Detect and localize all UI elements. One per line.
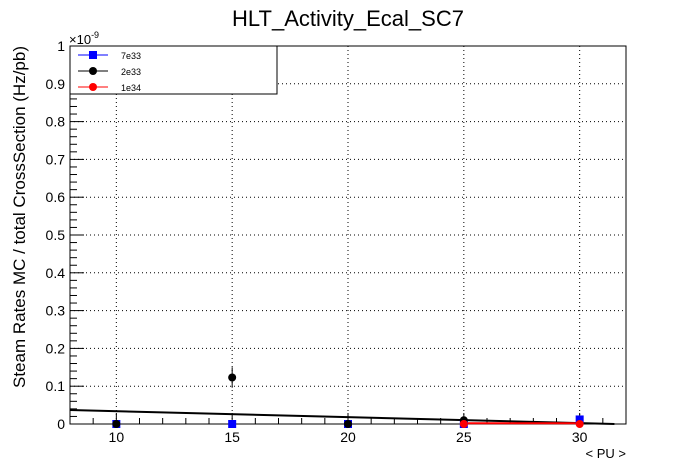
data-point	[228, 373, 237, 382]
legend-marker	[89, 67, 97, 75]
series-1e34	[459, 420, 584, 428]
y-tick-label: 0.1	[46, 378, 66, 394]
y-tick-label: 0.3	[46, 303, 66, 319]
legend-entry-7e33: 7e33	[78, 51, 141, 61]
data-point	[575, 420, 584, 428]
y-tick-labels: 0 0.1 0.2 0.3 0.4 0.5 0.6 0.7 0.8 0.9 1	[46, 38, 66, 432]
y-tick-label: 0.2	[46, 340, 66, 356]
legend-label: 1e34	[121, 83, 141, 93]
x-tick-label: 10	[109, 429, 125, 445]
data-series	[69, 367, 615, 428]
x-tick-labels: 10 15 20 25 30	[109, 429, 588, 445]
y-tick-label: 0.9	[46, 76, 66, 92]
legend-marker	[89, 83, 97, 91]
y-tick-label: 0.5	[46, 227, 66, 243]
y-tick-label: 0.4	[46, 265, 66, 281]
data-point	[344, 420, 352, 428]
y-axis-title: Steam Rates MC / total CrossSection (Hz/…	[10, 46, 29, 388]
legend-marker	[89, 51, 97, 59]
y-exponent-label: ×10-9	[69, 30, 99, 47]
y-tick-label: 1	[57, 38, 65, 54]
legend-entry-1e34: 1e34	[78, 83, 141, 93]
y-tick-label: 0.8	[46, 114, 66, 130]
legend: 7e33 2e33 1e34	[69, 45, 278, 95]
y-tick-label: 0	[57, 416, 65, 432]
x-axis-title: < PU >	[586, 446, 626, 461]
data-point	[228, 420, 237, 428]
fit-line-2e33	[69, 409, 615, 425]
legend-label: 7e33	[121, 51, 141, 61]
legend-box	[69, 45, 278, 95]
data-point	[112, 420, 121, 428]
x-tick-label: 30	[572, 429, 588, 445]
legend-label: 2e33	[121, 67, 141, 77]
data-point	[575, 415, 584, 424]
data-point	[459, 420, 468, 428]
x-tick-label: 15	[224, 429, 240, 445]
y-tick-label: 0.7	[46, 151, 66, 167]
legend-entry-2e33: 2e33	[78, 67, 141, 77]
x-tick-label: 20	[340, 429, 356, 445]
chart-title: HLT_Activity_Ecal_SC7	[232, 6, 464, 31]
y-tick-label: 0.6	[46, 189, 66, 205]
x-tick-label: 25	[456, 429, 472, 445]
